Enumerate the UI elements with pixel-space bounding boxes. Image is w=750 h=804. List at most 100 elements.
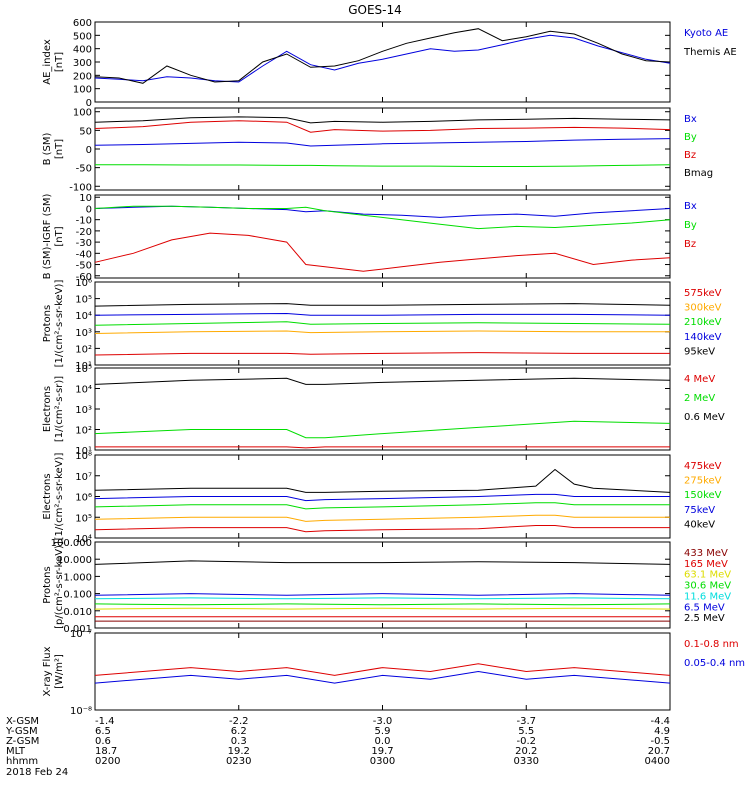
legend-entry: 4 MeV xyxy=(684,374,715,385)
series-line-575kev xyxy=(94,352,670,356)
y-tick-label: 100 xyxy=(73,85,92,96)
y-axis-label: Electrons xyxy=(42,386,53,432)
series-line-kyoto-ae xyxy=(94,34,671,83)
legend-entry: Bmag xyxy=(684,168,713,179)
y-tick-label: 1.000 xyxy=(63,572,92,583)
y-tick-label: 10⁴ xyxy=(75,385,92,396)
y-tick-label: 0 xyxy=(86,204,92,215)
y-tick-label: 10⁶ xyxy=(75,493,92,504)
ephemeris-value: -1.4 xyxy=(95,716,115,727)
series-line-6-5-mev xyxy=(94,593,671,596)
y-tick-label: -20 xyxy=(76,227,92,238)
y-axis-label: Protons xyxy=(42,566,53,603)
y-axis-label: X-ray Flux xyxy=(42,646,53,696)
legend-entry: Bx xyxy=(684,114,697,125)
y-axis-label: [1/(cm²-s-sr)] xyxy=(54,376,65,442)
series-line-475kev xyxy=(94,525,670,533)
series-line-30-6-mev xyxy=(94,603,671,606)
y-axis-label: [nT] xyxy=(54,139,65,159)
ephemeris-value: 6.5 xyxy=(95,726,111,737)
y-tick-label: 10⁴ xyxy=(75,311,92,322)
legend-entry: By xyxy=(684,220,697,231)
y-axis-label: [1/(cm²-s-sr-keV)] xyxy=(54,453,65,541)
ephemeris-label: MLT xyxy=(6,746,26,757)
y-tick-label: -40 xyxy=(76,249,92,260)
legend-entry: 30.6 MeV xyxy=(684,581,731,592)
ephemeris-label: hhmm xyxy=(6,756,38,767)
legend-entry: Themis AE xyxy=(683,47,737,58)
ephemeris-label: Y-GSM xyxy=(5,726,38,737)
y-tick-label: 10¹ xyxy=(75,361,92,372)
y-tick-label: 10⁴ xyxy=(75,534,92,545)
panel-ae: 0 100 200 300 400 500 600 AE_index [nT] Kyoto AE T… xyxy=(42,18,737,109)
y-axis-label: B (SM) xyxy=(42,132,53,165)
legend-entry: 210keV xyxy=(684,317,722,328)
legend-entry: 95keV xyxy=(684,346,715,357)
y-tick-label: 0.100 xyxy=(63,590,92,601)
legend-entry: 0.05-0.4 nm xyxy=(684,658,745,669)
legend-entry: 0.1-0.8 nm xyxy=(684,639,739,650)
y-axis-label: Electrons xyxy=(42,473,53,519)
legend-entry: 63.1 MeV xyxy=(684,570,731,581)
y-axis-label: Protons xyxy=(42,305,53,342)
legend-entry: 150keV xyxy=(684,490,722,501)
ephemeris-value: 18.7 xyxy=(95,746,117,757)
series-line-150kev xyxy=(94,502,670,510)
y-tick-label: 400 xyxy=(73,45,92,56)
y-tick-label: 10⁵ xyxy=(75,295,92,306)
y-axis-label: [W/m²] xyxy=(54,654,65,689)
legend-entry: 475keV xyxy=(684,461,722,472)
y-axis-label: [nT] xyxy=(54,52,65,72)
legend-entry: 140keV xyxy=(684,332,722,343)
ephemeris-value: -0.2 xyxy=(516,736,536,747)
series-line-2-mev xyxy=(94,420,671,439)
ephemeris-value: 5.5 xyxy=(518,726,534,737)
panel-bsm: -100 -50 0 50 100 B (SM) [nT] Bx By Bz Bmag xyxy=(42,107,713,193)
ephemeris-value: -3.0 xyxy=(373,716,393,727)
panel-frame xyxy=(94,541,671,629)
y-tick-label: -30 xyxy=(76,238,92,249)
ephemeris-value: 20.7 xyxy=(648,746,670,757)
y-tick-label: 0.010 xyxy=(63,607,92,618)
series-line-75kev xyxy=(94,493,670,502)
legend-entry: Bx xyxy=(684,201,697,212)
y-tick-label: 50 xyxy=(79,126,92,137)
panel-frame xyxy=(94,21,671,103)
ephemeris-value: -2.2 xyxy=(229,716,249,727)
panel-protons: 10¹ 10² 10³ 10⁴ 10⁵ 10⁶ Protons [1/(cm²-s-sr-ke… xyxy=(42,278,722,372)
legend-entry: 2 MeV xyxy=(684,393,715,404)
series-line-275kev xyxy=(94,514,670,522)
legend-entry: 2.5 MeV xyxy=(684,613,725,624)
legend-entry: 40keV xyxy=(684,519,715,530)
ephemeris-value: 0400 xyxy=(645,756,670,767)
y-tick-label: 10³ xyxy=(75,328,92,339)
legend-entry: 11.6 MeV xyxy=(684,591,731,602)
legend-entry: 433 MeV xyxy=(684,548,728,559)
series-line-4-mev xyxy=(95,446,670,449)
series-line-by xyxy=(95,164,671,167)
series-line-bmag xyxy=(94,116,671,124)
series-line-95kev xyxy=(94,303,671,307)
series-line-2-5-mev xyxy=(94,560,671,565)
y-axis-label: [1/(cm²-s-sr-keV)] xyxy=(54,280,65,368)
series-line-140kev xyxy=(94,312,671,316)
ephemeris-value: 20.2 xyxy=(515,746,537,757)
ephemeris-value: 0.6 xyxy=(95,736,111,747)
panel-protons_hi: 0.001 0.010 0.100 1.000 10.000 100.000 Protons… xyxy=(42,538,731,635)
chart-title: GOES-14 xyxy=(348,3,402,17)
ephemeris-value: 0330 xyxy=(514,756,539,767)
panel-electrons1: 10¹ 10² 10³ 10⁴ 10⁵ Electrons [1/(cm²-s-sr)] 4 … xyxy=(42,364,725,457)
ephemeris-value: 19.2 xyxy=(228,746,250,757)
legend-entry: Kyoto AE xyxy=(684,28,728,39)
ephemeris-value: -3.7 xyxy=(516,716,536,727)
series-line-210kev xyxy=(94,321,671,326)
y-tick-label: 100.000 xyxy=(51,538,92,549)
legend-entry: 0.6 MeV xyxy=(684,412,725,423)
y-axis-label: AE_index xyxy=(42,39,53,85)
y-tick-label: 10⁻⁸ xyxy=(70,706,92,717)
panel-electrons2: 10⁴ 10⁵ 10⁶ 10⁷ 10⁸ Electrons [1/(cm²-s-sr-keV… xyxy=(42,451,722,545)
ephemeris-value: 0.3 xyxy=(231,736,247,747)
ephemeris-value: -4.4 xyxy=(650,716,670,727)
